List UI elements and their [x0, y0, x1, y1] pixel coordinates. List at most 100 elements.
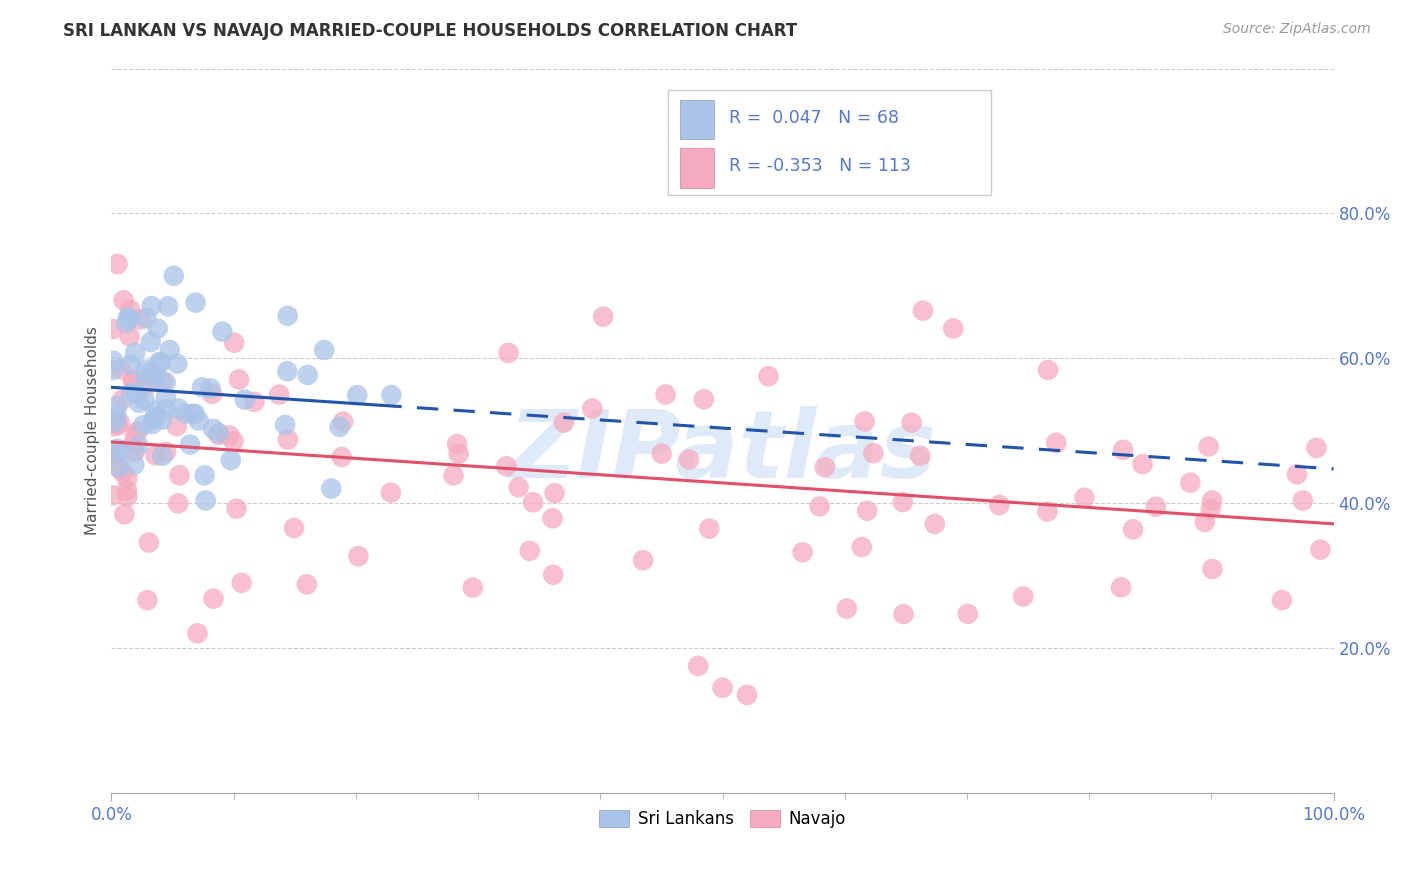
Point: [276, 364, 298, 378]
Point: [988, 498, 1011, 512]
Point: [186, 626, 208, 640]
Point: [145, 403, 167, 417]
Point: [142, 412, 165, 426]
Point: [814, 460, 837, 475]
Point: [522, 495, 544, 509]
Point: [447, 447, 470, 461]
Point: [200, 381, 222, 395]
Point: [1271, 593, 1294, 607]
Point: [145, 410, 167, 425]
Point: [132, 418, 155, 433]
Point: [181, 407, 204, 421]
Point: [120, 358, 142, 372]
Point: [380, 388, 402, 402]
Point: [1144, 500, 1167, 514]
Point: [498, 346, 520, 360]
Point: [1305, 441, 1327, 455]
Point: [201, 387, 224, 401]
Point: [543, 567, 565, 582]
Point: [112, 293, 135, 308]
Point: [711, 681, 734, 695]
Point: [104, 415, 127, 429]
FancyBboxPatch shape: [668, 90, 991, 195]
Point: [851, 540, 873, 554]
Point: [108, 416, 131, 430]
Point: [911, 303, 934, 318]
Point: [277, 309, 299, 323]
Point: [224, 335, 246, 350]
Point: [166, 419, 188, 434]
Point: [149, 355, 172, 369]
Point: [129, 312, 152, 326]
Point: [295, 577, 318, 591]
Point: [1122, 522, 1144, 536]
Point: [111, 466, 134, 480]
Point: [329, 420, 352, 434]
Point: [924, 516, 946, 531]
Point: [157, 299, 180, 313]
Point: [225, 501, 247, 516]
Point: [115, 316, 138, 330]
Point: [808, 500, 831, 514]
Point: [159, 343, 181, 357]
Point: [138, 535, 160, 549]
Point: [125, 387, 148, 401]
Point: [688, 659, 710, 673]
Point: [187, 414, 209, 428]
FancyBboxPatch shape: [679, 100, 714, 139]
Point: [1201, 562, 1223, 576]
Point: [124, 458, 146, 472]
Point: [910, 449, 932, 463]
Point: [495, 459, 517, 474]
Point: [155, 376, 177, 390]
Point: [118, 302, 141, 317]
Point: [134, 393, 156, 408]
Point: [321, 482, 343, 496]
Point: [1201, 493, 1223, 508]
Point: [862, 446, 884, 460]
Point: [194, 493, 217, 508]
Point: [1199, 502, 1222, 516]
Point: [697, 522, 720, 536]
Point: [654, 387, 676, 401]
Point: [283, 521, 305, 535]
Point: [269, 387, 291, 401]
Text: ZIPatlas: ZIPatlas: [509, 407, 936, 499]
Point: [330, 450, 353, 464]
Point: [124, 427, 146, 442]
Text: R = -0.353   N = 113: R = -0.353 N = 113: [728, 157, 911, 176]
Point: [1194, 515, 1216, 529]
Point: [155, 445, 177, 459]
Point: [835, 601, 858, 615]
Point: [508, 480, 530, 494]
Point: [1292, 493, 1315, 508]
Point: [231, 575, 253, 590]
Point: [202, 422, 225, 436]
Point: [541, 511, 564, 525]
Point: [553, 416, 575, 430]
Point: [1309, 542, 1331, 557]
Point: [163, 268, 186, 283]
Point: [519, 543, 541, 558]
Point: [139, 334, 162, 349]
Point: [105, 409, 128, 423]
Point: [332, 415, 354, 429]
Point: [1012, 590, 1035, 604]
Point: [105, 459, 128, 474]
Point: [900, 416, 922, 430]
Point: [134, 372, 156, 386]
Point: [443, 468, 465, 483]
Point: [167, 496, 190, 510]
Point: [1036, 363, 1059, 377]
Point: [1036, 505, 1059, 519]
Point: [128, 439, 150, 453]
Point: [222, 434, 245, 449]
Text: SRI LANKAN VS NAVAJO MARRIED-COUPLE HOUSEHOLDS CORRELATION CHART: SRI LANKAN VS NAVAJO MARRIED-COUPLE HOUS…: [63, 22, 797, 40]
Point: [1109, 580, 1132, 594]
Y-axis label: Married-couple Households: Married-couple Households: [86, 326, 100, 535]
Point: [735, 688, 758, 702]
Point: [115, 472, 138, 486]
Point: [148, 355, 170, 369]
Point: [145, 448, 167, 462]
Point: [122, 437, 145, 451]
